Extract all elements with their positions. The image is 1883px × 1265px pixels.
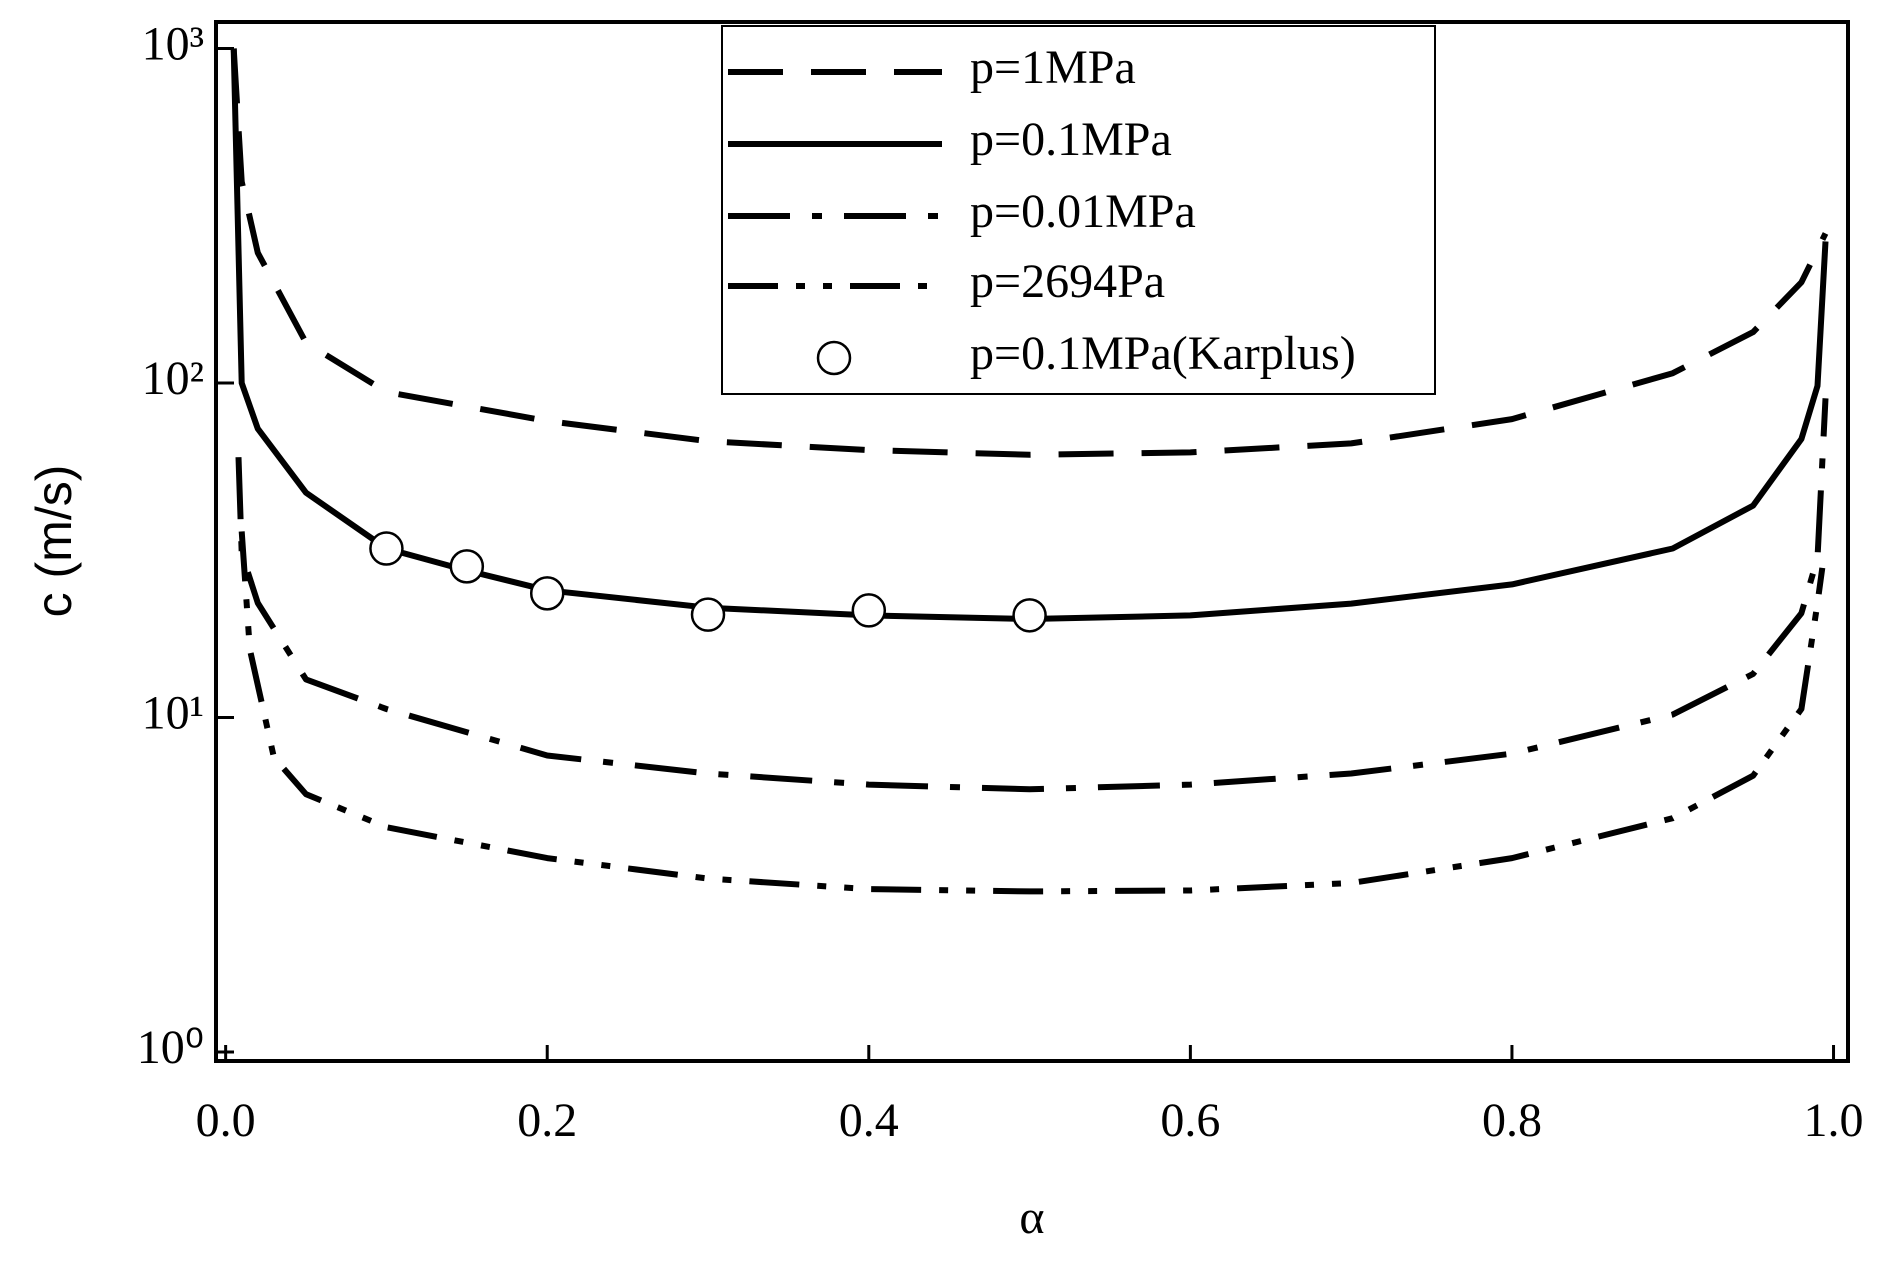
marker — [690, 597, 726, 632]
x-tick-label: 0.4 — [839, 1094, 899, 1147]
x-tick-label: 0.2 — [517, 1094, 577, 1147]
legend-label: p=1MPa — [970, 41, 1136, 94]
legend-label: p=0.1MPa(Karplus) — [970, 327, 1356, 380]
marker — [529, 576, 565, 611]
series-line — [230, 48, 1829, 622]
plot-frame — [214, 20, 1850, 1063]
y-axis-label: c (m/s) — [26, 465, 82, 618]
y-tick-label: 10² — [142, 352, 204, 405]
marker — [1012, 598, 1047, 633]
x-tick-label: 0.8 — [1482, 1094, 1542, 1147]
legend-box — [721, 25, 1436, 395]
legend-marker — [816, 340, 852, 376]
x-tick-label: 0.6 — [1160, 1094, 1220, 1147]
legend-label: p=2694Pa — [970, 255, 1165, 308]
x-axis-label: α — [1019, 1191, 1044, 1244]
x-tick-label: 0.0 — [196, 1094, 256, 1147]
marker — [369, 531, 404, 566]
legend-label: p=0.1MPa — [970, 113, 1172, 166]
y-tick-label: 10⁰ — [137, 1021, 204, 1074]
x-tick-label: 1.0 — [1804, 1094, 1864, 1147]
legend-label: p=0.01MPa — [970, 185, 1196, 238]
y-tick-label: 10³ — [142, 18, 204, 71]
series-line — [230, 48, 1829, 458]
series-line — [235, 398, 1829, 793]
series-line — [238, 531, 1826, 895]
marker — [851, 593, 887, 628]
plot-area — [230, 48, 1829, 895]
y-tick-label: 10¹ — [142, 687, 204, 740]
marker — [449, 549, 485, 584]
